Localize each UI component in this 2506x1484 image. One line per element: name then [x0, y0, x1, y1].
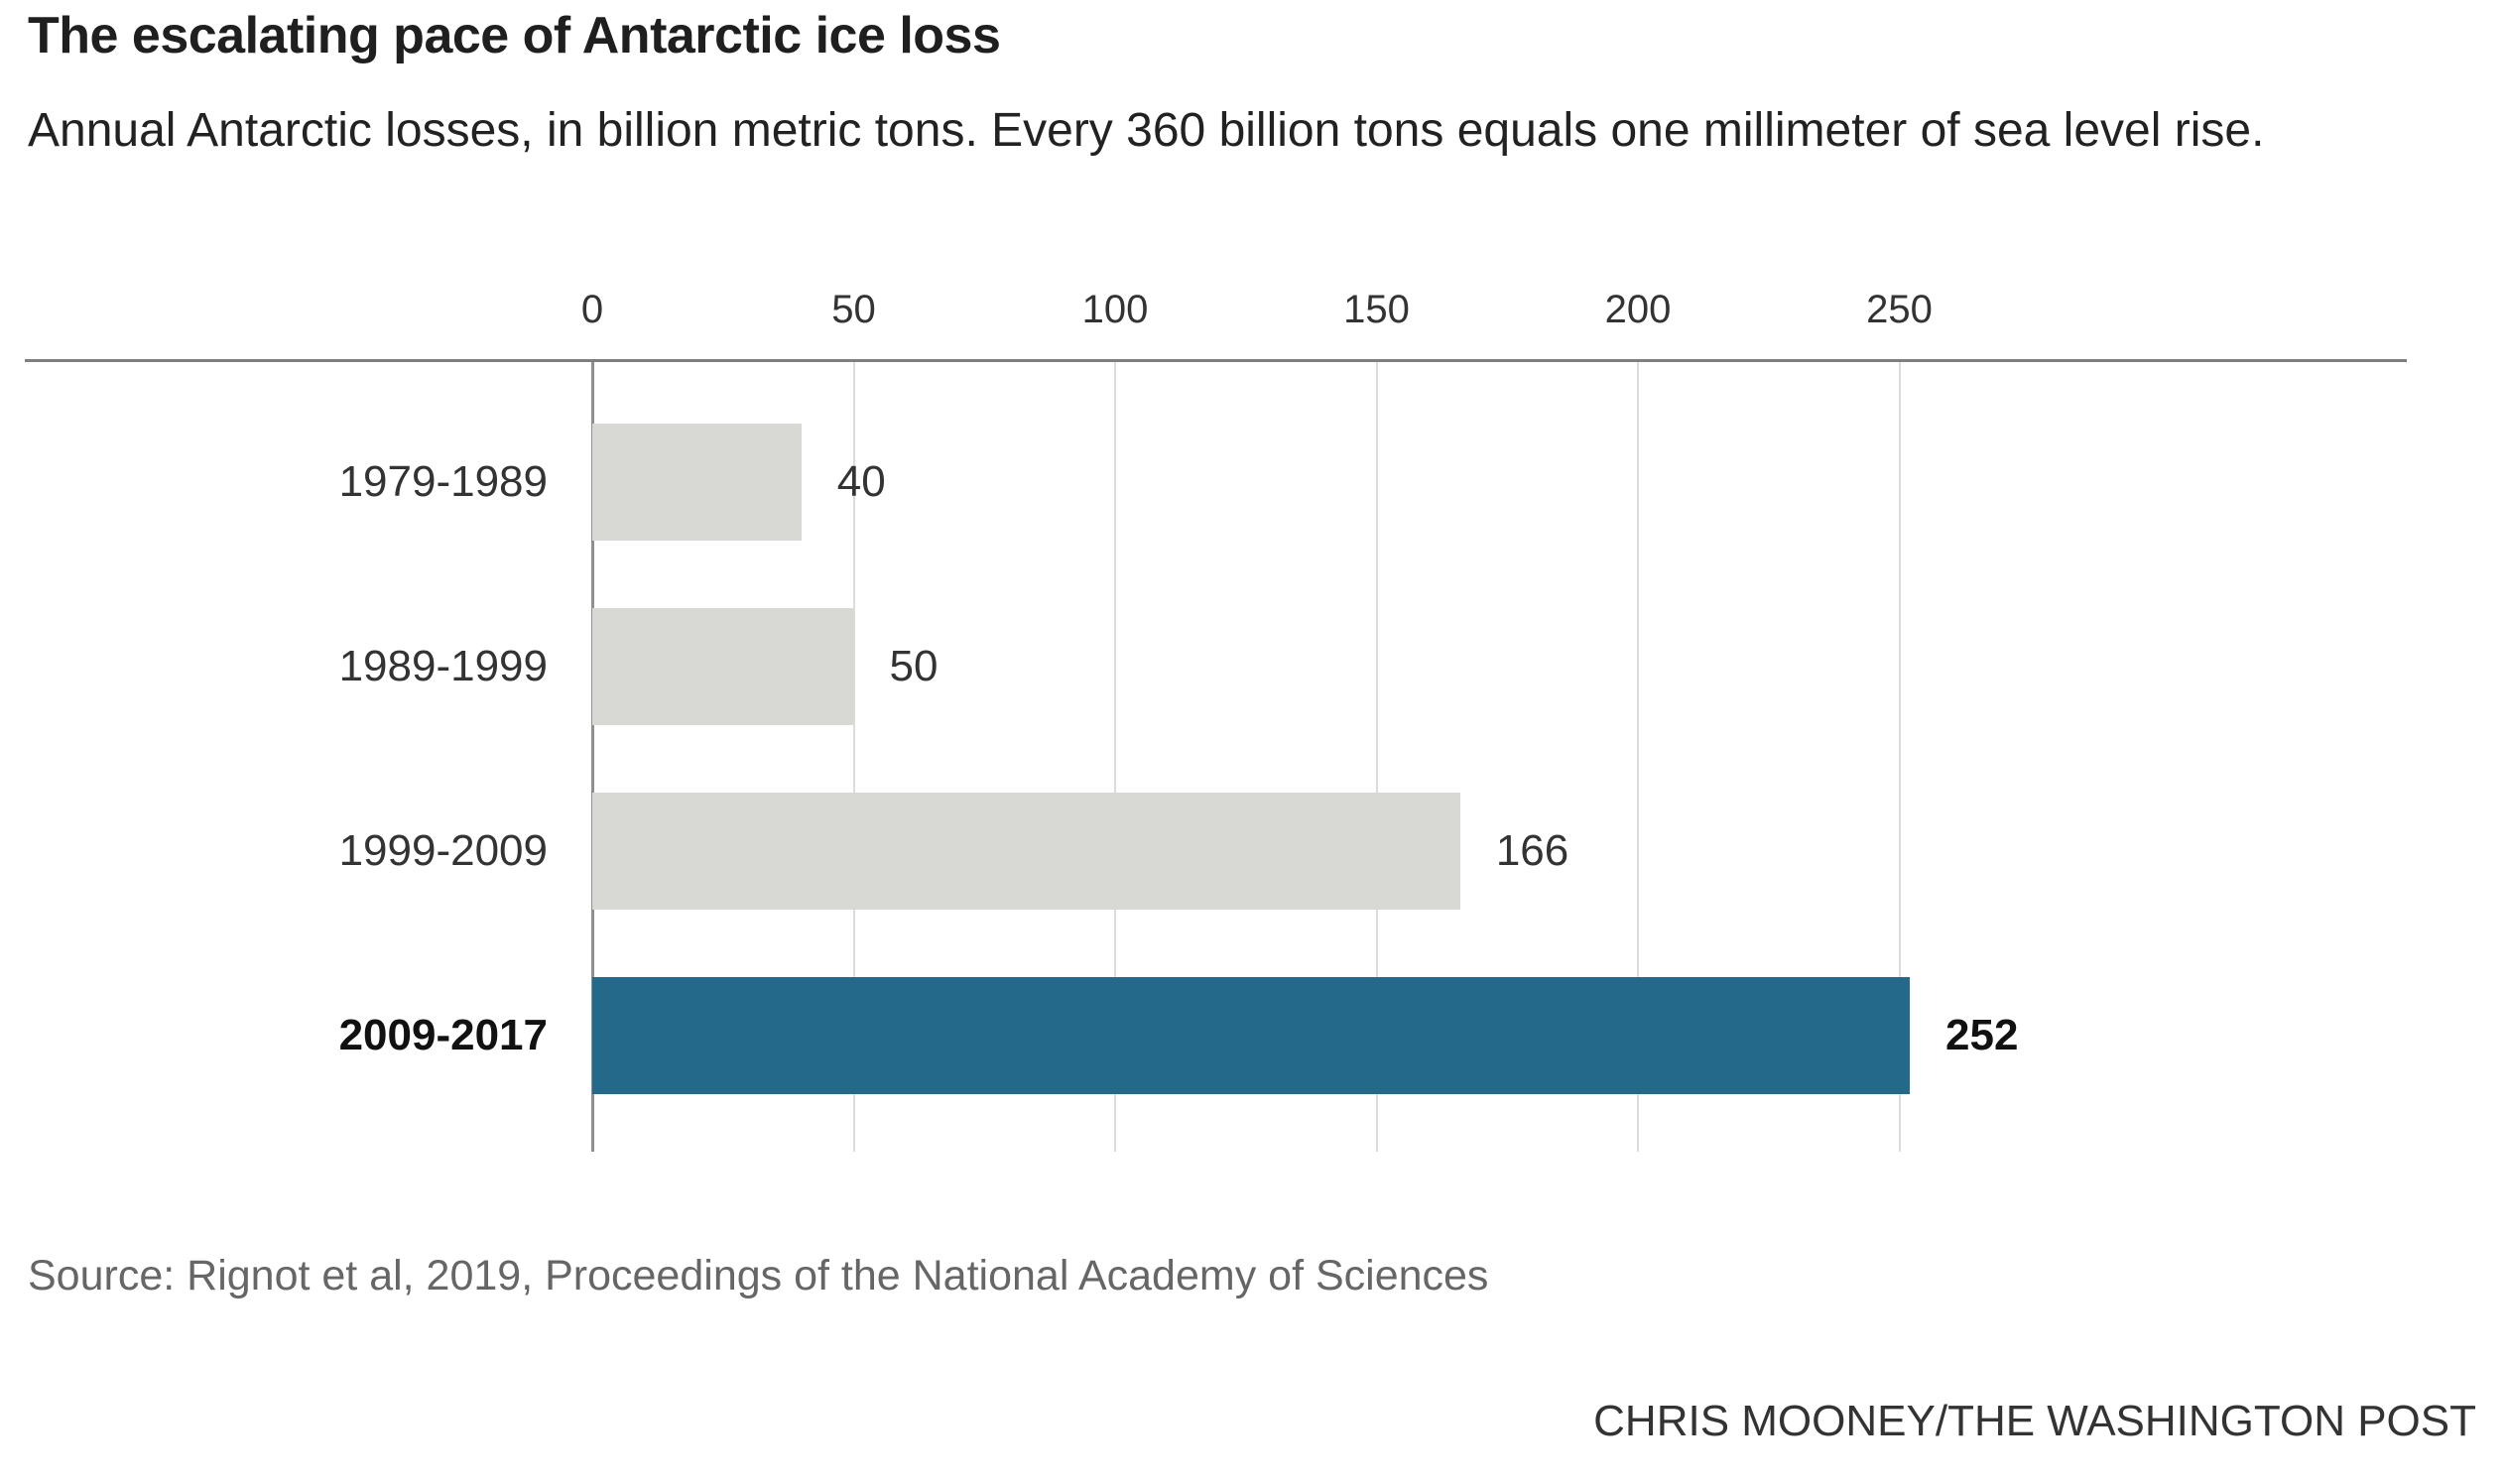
gridline — [1375, 362, 1378, 1152]
chart-subtitle: Annual Antarctic losses, in billion metr… — [28, 104, 2265, 157]
value-label: 166 — [1495, 826, 1569, 875]
bar — [592, 424, 802, 541]
x-tick-label: 200 — [1604, 288, 1672, 331]
gridline — [1898, 362, 1901, 1152]
category-label: 1999-2009 — [338, 826, 548, 875]
x-tick-label: 250 — [1866, 288, 1933, 331]
bar — [592, 608, 854, 725]
chart-title: The escalating pace of Antarctic ice los… — [28, 7, 1001, 64]
gridline — [852, 362, 855, 1152]
value-label: 252 — [1945, 1011, 2019, 1059]
category-label: 2009-2017 — [338, 1011, 548, 1059]
byline-credit: CHRIS MOONEY/THE WASHINGTON POST — [1593, 1397, 2476, 1445]
x-tick-label: 50 — [831, 288, 876, 331]
bar — [592, 793, 1460, 910]
bar-highlight — [592, 977, 1911, 1094]
x-axis: 0 50 100 150 200 250 — [0, 288, 2506, 343]
source-note: Source: Rignot et al, 2019, Proceedings … — [28, 1252, 1489, 1299]
value-label: 40 — [836, 457, 886, 506]
plot-area: 1979-1989 40 1989-1999 50 1999-2009 166 2009-2… — [0, 362, 2506, 1152]
value-label: 50 — [889, 642, 939, 690]
axis-zero-line — [591, 362, 594, 1152]
x-tick-label: 150 — [1343, 288, 1410, 331]
x-tick-label: 0 — [580, 288, 604, 331]
x-tick-label: 100 — [1081, 288, 1149, 331]
category-label: 1979-1989 — [338, 457, 548, 506]
category-label: 1989-1999 — [338, 642, 548, 690]
gridline — [1114, 362, 1116, 1152]
gridline — [1637, 362, 1639, 1152]
axis-line — [25, 359, 2407, 362]
